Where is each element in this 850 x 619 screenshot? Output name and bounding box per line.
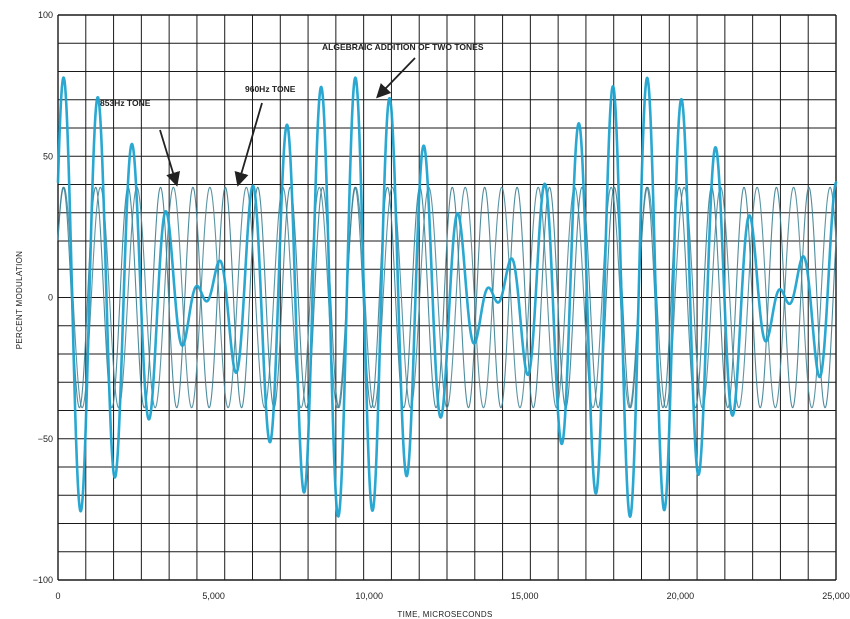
annotation-arrow [376, 57, 416, 99]
y-tick-label: 0 [48, 293, 53, 303]
y-tick-label: 50 [43, 151, 53, 161]
x-tick-label: 0 [55, 591, 60, 601]
x-axis-label: TIME, MICROSECONDS [397, 610, 492, 619]
x-tick-label: 10,000 [355, 591, 383, 601]
annotations: 853Hz TONE 960Hz TONE ALGEBRAIC ADDITION O… [100, 42, 484, 187]
series-line-sum [56, 76, 838, 518]
y-axis-label: PERCENT MODULATION [15, 251, 24, 349]
annotation-arrow [234, 102, 263, 187]
annotation-label: 853Hz TONE [100, 98, 151, 108]
x-tick-label: 20,000 [667, 591, 695, 601]
y-tick-label: −100 [33, 575, 53, 585]
series-line-960hz [57, 186, 837, 409]
y-tick-label: −50 [38, 434, 53, 444]
annotation-label: ALGEBRAIC ADDITION OF TWO TONES [322, 42, 484, 52]
annotation-label: 960Hz TONE [245, 84, 296, 94]
x-tick-label: 5,000 [202, 591, 225, 601]
annotation-arrow [159, 129, 180, 187]
series-layer [56, 76, 838, 518]
x-tick-label: 25,000 [822, 591, 850, 601]
tick-labels: 0 5,000 10,000 15,000 20,000 25,000 100 50 0 −50 −… [33, 10, 850, 601]
series-line-853hz [57, 186, 837, 409]
y-tick-label: 100 [38, 10, 53, 20]
x-tick-label: 15,000 [511, 591, 539, 601]
